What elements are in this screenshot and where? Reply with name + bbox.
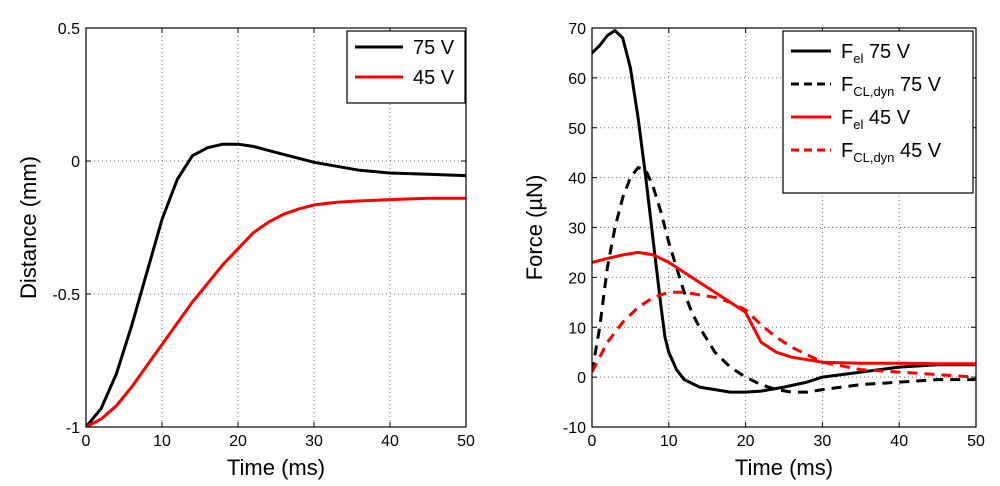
legend-label-4: FCL,dyn 45 V <box>841 140 942 165</box>
series-line-2 <box>592 166 976 394</box>
series-line-1 <box>592 29 976 394</box>
x-tick-label: 40 <box>381 433 399 450</box>
legend-label-2: 45 V <box>413 67 455 89</box>
x-tick-label: 10 <box>153 433 171 450</box>
y-tick-label: 60 <box>568 71 586 88</box>
y-tick-label: 0 <box>577 370 586 387</box>
x-tick-label: 0 <box>588 433 597 450</box>
x-tick-label: 20 <box>229 433 247 450</box>
legend: 75 V 45 V <box>346 30 466 104</box>
x-axis-label: Time (ms) <box>227 455 325 480</box>
x-tick-label: 0 <box>82 433 91 450</box>
y-tick-label: 20 <box>568 270 586 287</box>
y-tick-label: 30 <box>568 221 586 238</box>
y-axis-label: Force (µN) <box>522 175 547 281</box>
y-tick-label: 0.5 <box>58 21 80 38</box>
series-line-1 <box>86 142 466 427</box>
y-tick-label: 70 <box>568 21 586 38</box>
series-line-4 <box>592 290 976 379</box>
y-axis-label: Distance (mm) <box>16 156 41 299</box>
y-tick-label: 0 <box>71 154 80 171</box>
y-tick-label: -1 <box>66 420 80 437</box>
legend-box <box>346 30 466 104</box>
legend-label-1: 75 V <box>413 37 455 59</box>
y-tick-label: 50 <box>568 121 586 138</box>
series-line-2 <box>86 196 466 427</box>
y-tick-label: -10 <box>563 420 586 437</box>
x-tick-label: 40 <box>890 433 908 450</box>
legend-label-3: Fel 45 V <box>841 107 911 132</box>
legend-label-2: FCL,dyn 75 V <box>841 74 942 99</box>
legend-label-1: Fel 75 V <box>841 41 911 66</box>
y-tick-label: 40 <box>568 171 586 188</box>
x-tick-label: 50 <box>457 433 475 450</box>
y-tick-label: -0.5 <box>52 287 80 304</box>
x-tick-label: 20 <box>737 433 755 450</box>
y-tick-label: 10 <box>568 320 586 337</box>
x-axis-label: Time (ms) <box>735 455 833 480</box>
legend: Fel 75 V FCL,dyn 75 V Fel 45 V FCL,dyn 45 V <box>782 30 974 194</box>
x-tick-label: 10 <box>660 433 678 450</box>
x-tick-label: 50 <box>967 433 985 450</box>
plot-frame <box>85 27 467 428</box>
chart-panel-1: 0 10 20 30 40 50 -1 -0.5 0 0.5 Time (ms) Distance (… <box>16 21 475 480</box>
legend-box <box>782 30 974 194</box>
series-line-3 <box>592 250 976 366</box>
x-tick-label: 30 <box>305 433 323 450</box>
x-tick-label: 30 <box>814 433 832 450</box>
